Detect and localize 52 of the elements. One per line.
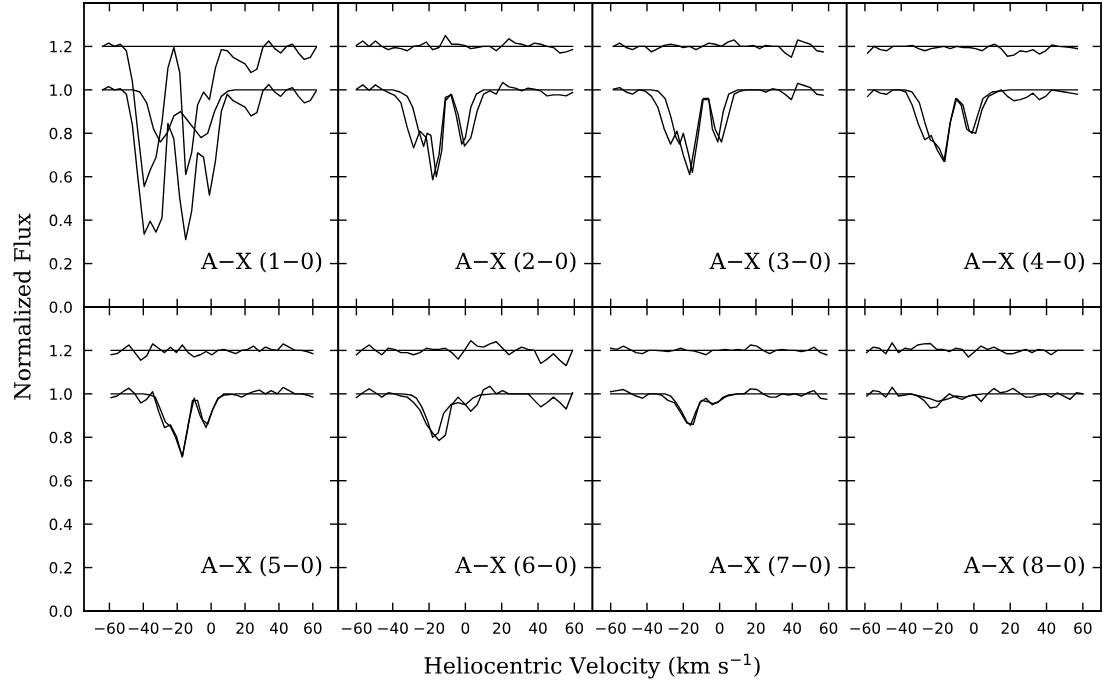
x-tick-label: −40 <box>128 622 159 634</box>
x-tick-label: −20 <box>162 622 193 634</box>
x-tick-label: 0 <box>970 622 978 634</box>
y-tick-label: 1.0 <box>50 388 72 400</box>
annotation: A−X (7−0) <box>709 556 830 577</box>
x-tick-label: 0 <box>207 622 215 634</box>
annotation: A−X (1−0) <box>201 252 322 273</box>
x-tick-label: 60 <box>565 622 584 634</box>
y-tick-label: 0.4 <box>49 214 73 227</box>
x-tick-label: 0 <box>715 622 724 634</box>
x-tick-label: 60 <box>819 622 838 634</box>
x-tick-label: −40 <box>378 622 408 634</box>
annotation: A−X (2−0) <box>455 252 576 273</box>
x-axis-title: Heliocentric Velocity (km s$^{−1}$) <box>424 653 760 679</box>
x-tick-label: −60 <box>94 622 125 634</box>
x-tick-label: −60 <box>850 622 881 634</box>
x-tick-label: 40 <box>1037 622 1056 634</box>
x-tick-label: −20 <box>923 622 953 634</box>
y-tick-label: 0.8 <box>49 431 72 444</box>
y-tick-label: 0.6 <box>49 475 72 487</box>
y-tick-label: 0.0 <box>49 301 72 314</box>
y-tick-label: 0.4 <box>49 518 73 531</box>
x-tick-label: 20 <box>236 622 254 634</box>
y-tick-label: 0.6 <box>49 171 72 183</box>
x-tick-label: 60 <box>1074 622 1092 634</box>
x-tick-label: 60 <box>304 622 322 634</box>
x-tick-label: 40 <box>783 622 801 634</box>
annotation: A−X (8−0) <box>963 556 1084 577</box>
annotation: A−X (6−0) <box>455 556 576 577</box>
y-tick-label: 0.8 <box>49 127 72 140</box>
x-tick-label: −40 <box>886 622 917 634</box>
y-tick-label: 1.2 <box>50 40 72 53</box>
x-tick-label: 0 <box>461 622 470 634</box>
x-tick-label: −60 <box>596 622 626 634</box>
x-tick-label: 40 <box>269 622 288 634</box>
y-tick-label: 0.0 <box>49 605 72 618</box>
y-tick-label: 1.2 <box>50 344 72 357</box>
x-tick-label: −40 <box>632 622 663 634</box>
annotation: A−X (4−0) <box>963 252 1084 273</box>
x-tick-label: 20 <box>747 622 765 634</box>
y-axis-title: Normalized Flux <box>13 213 31 400</box>
x-tick-label: −60 <box>341 622 372 634</box>
annotation: A−X (3−0) <box>709 252 830 273</box>
y-tick-label: 0.2 <box>49 562 72 574</box>
x-tick-label: −20 <box>668 622 699 634</box>
annotation: A−X (5−0) <box>201 556 322 577</box>
x-tick-label: 20 <box>493 622 511 634</box>
x-tick-label: −20 <box>414 622 445 634</box>
y-tick-label: 1.0 <box>50 84 72 96</box>
y-tick-label: 0.2 <box>49 258 72 270</box>
x-tick-label: 40 <box>529 622 547 634</box>
x-tick-label: 20 <box>1001 622 1019 634</box>
